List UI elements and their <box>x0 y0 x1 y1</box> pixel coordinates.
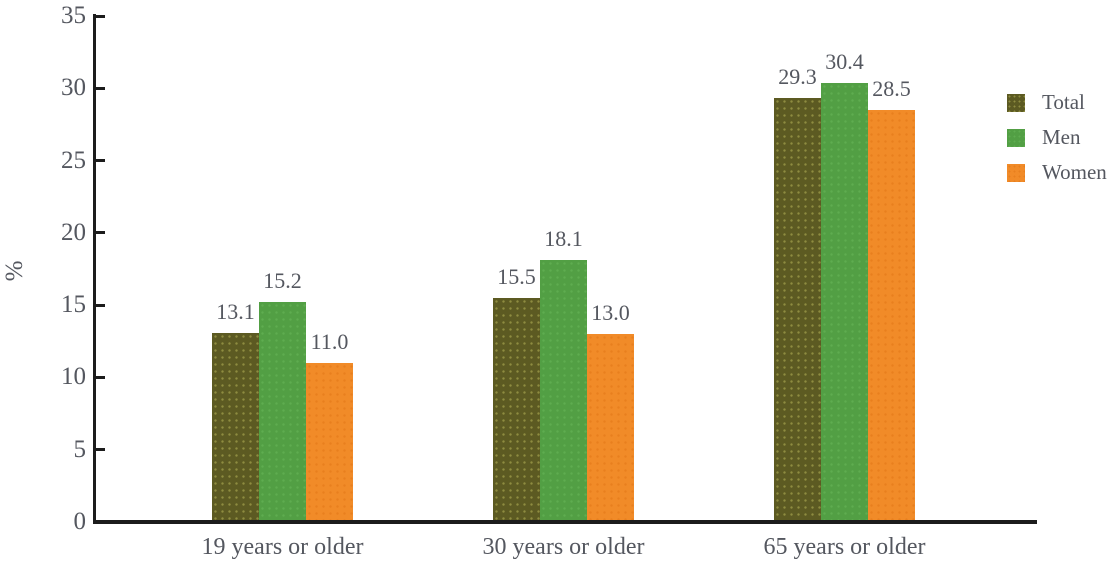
bar-value-label: 13.1 <box>216 298 255 324</box>
y-axis-tick <box>96 14 105 18</box>
x-axis-category-label: 19 years or older <box>201 534 364 560</box>
y-axis-tick <box>96 375 105 379</box>
y-axis-tick-label: 0 <box>73 508 87 535</box>
y-axis-tick <box>96 231 105 235</box>
y-axis-tick-label: 30 <box>61 74 86 102</box>
legend-swatch-women <box>1007 163 1025 182</box>
y-axis-tick <box>96 86 105 90</box>
bar-value-label: 15.2 <box>263 268 302 294</box>
y-axis-tick-label: 15 <box>61 291 86 319</box>
legend-label: Men <box>1042 125 1081 149</box>
y-axis-tick-label: 10 <box>61 363 86 391</box>
bar-women <box>306 362 353 522</box>
legend-label: Total <box>1042 90 1085 114</box>
y-axis-tick <box>96 303 105 307</box>
bar-men <box>259 302 306 522</box>
x-axis-line <box>93 520 1037 524</box>
bar-men <box>821 82 868 522</box>
legend-item-men: Men <box>1007 125 1107 149</box>
legend-swatch-men <box>1007 128 1025 147</box>
bar-value-label: 15.5 <box>497 263 536 289</box>
legend-label: Women <box>1042 160 1107 184</box>
bar-value-label: 13.0 <box>591 300 630 326</box>
y-axis-tick-label: 5 <box>73 435 87 463</box>
y-axis-tick-label: 35 <box>61 2 86 29</box>
bar-value-label: 29.3 <box>778 64 817 90</box>
legend-item-women: Women <box>1007 160 1107 184</box>
bar-women <box>587 334 634 522</box>
bar-value-label: 30.4 <box>825 48 864 74</box>
y-axis-line <box>93 14 96 524</box>
bar-value-label: 28.5 <box>872 75 911 101</box>
bar-total <box>212 332 259 522</box>
y-axis-tick <box>96 448 105 452</box>
legend-item-total: Total <box>1007 90 1107 114</box>
bar-men <box>540 260 587 522</box>
bar-value-label: 11.0 <box>310 328 349 354</box>
y-axis-tick-label: 25 <box>61 146 86 174</box>
bar-total <box>493 297 540 522</box>
bar-value-label: 18.1 <box>544 226 583 252</box>
bar-total <box>774 98 821 522</box>
legend: Total Men Women <box>1007 90 1107 198</box>
legend-swatch-total <box>1007 93 1025 112</box>
y-axis-tick-label: 20 <box>61 218 86 246</box>
x-axis-category-label: 65 years or older <box>763 534 926 560</box>
bar-women <box>868 109 915 522</box>
x-axis-category-label: 30 years or older <box>482 534 645 560</box>
y-axis-tick <box>96 159 105 163</box>
